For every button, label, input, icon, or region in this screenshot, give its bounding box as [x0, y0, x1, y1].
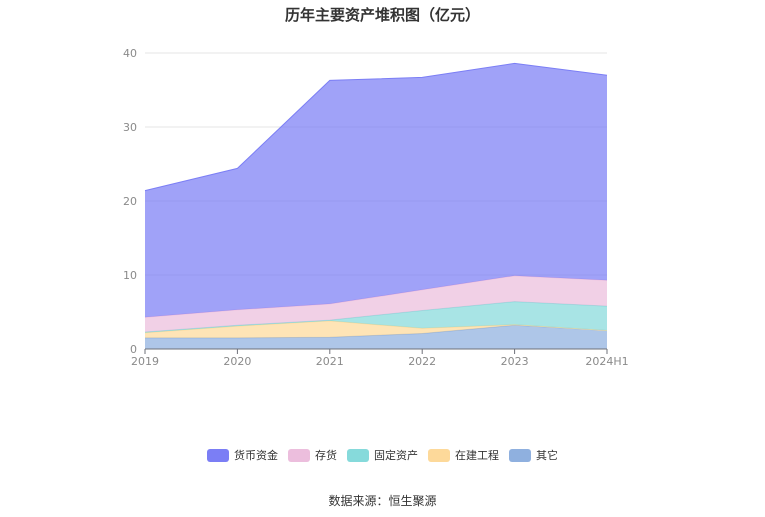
stacked-area-chart: 0 10 20 30 40 2019 2020 2021 2022 2023 2024H1	[123, 47, 629, 368]
y-tick-label: 0	[130, 343, 137, 356]
x-tick-label: 2020	[223, 355, 251, 368]
series-line	[144, 62, 608, 192]
chart-legend: 货币资金 存货 固定资产 在建工程 其它	[0, 447, 765, 463]
legend-swatch	[288, 448, 310, 462]
legend-swatch	[207, 448, 229, 462]
y-tick-label: 40	[123, 47, 137, 60]
data-source-note: 数据来源：恒生聚源	[328, 494, 437, 508]
legend-label: 货币资金	[234, 449, 278, 462]
series-area	[145, 275, 607, 332]
legend-swatch	[428, 448, 450, 462]
x-tick-label: 2023	[501, 355, 529, 368]
legend-label: 在建工程	[455, 449, 499, 462]
y-tick-label: 20	[123, 195, 137, 208]
chart-title: 历年主要资产堆积图（亿元）	[284, 6, 480, 24]
x-tick-label: 2019	[131, 355, 159, 368]
series-area	[145, 301, 607, 333]
x-tick-label: 2024H1	[585, 355, 628, 368]
legend-swatch	[347, 448, 369, 462]
series-area	[145, 63, 607, 318]
legend-item[interactable]: 存货	[288, 447, 337, 463]
series-line	[144, 320, 608, 334]
series-area	[145, 325, 607, 349]
y-tick-label: 10	[123, 269, 137, 282]
legend-item[interactable]: 固定资产	[347, 447, 418, 463]
legend-item[interactable]: 货币资金	[207, 447, 278, 463]
legend-item[interactable]: 其它	[509, 447, 558, 463]
legend-item[interactable]: 在建工程	[428, 447, 499, 463]
x-tick-label: 2022	[408, 355, 436, 368]
x-tick-label: 2021	[316, 355, 344, 368]
legend-label: 存货	[315, 449, 337, 462]
legend-label: 其它	[536, 449, 558, 462]
legend-swatch	[509, 448, 531, 462]
legend-label: 固定资产	[374, 449, 418, 462]
y-tick-label: 30	[123, 121, 137, 134]
